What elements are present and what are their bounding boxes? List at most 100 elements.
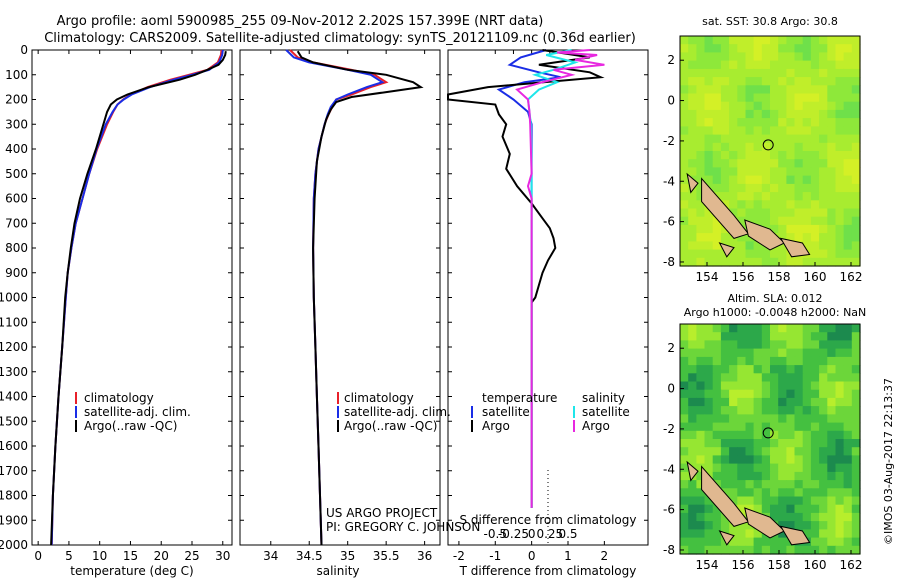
map-cell	[720, 257, 730, 267]
map-cell	[712, 134, 722, 144]
map-cell	[770, 537, 779, 547]
salinity-argo-raw-qc-line	[296, 50, 424, 546]
map-cell	[753, 77, 763, 86]
map-cell	[778, 85, 787, 95]
map-cell	[843, 373, 853, 383]
map-cell	[778, 356, 787, 366]
salinity-x-axis: 34 34.5 35 35.5 36	[263, 50, 432, 563]
map-cell	[794, 52, 804, 62]
map-cell	[851, 249, 861, 259]
map-cell	[688, 142, 697, 152]
map-cell	[745, 381, 755, 391]
map-cell	[688, 241, 697, 251]
lon-tick-label: 158	[768, 558, 791, 572]
map-cell	[688, 109, 697, 119]
map-cell	[712, 44, 722, 53]
map-cell	[802, 365, 812, 374]
map-cell	[851, 414, 861, 424]
map-cell	[761, 406, 771, 415]
temperature-x-axis: 0 5 10 15 20 25 30	[34, 50, 230, 563]
map-cell	[810, 471, 820, 481]
map-cell	[794, 397, 804, 407]
map-cell	[810, 430, 820, 440]
map-cell	[712, 68, 722, 78]
map-cell	[827, 241, 837, 251]
map-cell	[737, 142, 747, 152]
map-cell	[761, 348, 771, 358]
map-cell	[827, 365, 837, 374]
map-cell	[712, 439, 722, 448]
map-cell	[761, 389, 771, 399]
map-cell	[680, 52, 689, 62]
lon-tick-label: 160	[804, 270, 827, 284]
map-cell	[819, 241, 828, 251]
map-cell	[745, 167, 755, 177]
map-cell	[843, 545, 853, 555]
map-cell	[753, 241, 763, 251]
map-cell	[729, 422, 738, 432]
map-cell	[696, 109, 706, 119]
map-cell	[794, 68, 804, 78]
map-cell	[794, 216, 804, 226]
map-cell	[827, 430, 837, 440]
map-cell	[720, 324, 730, 333]
map-cell	[819, 356, 828, 366]
x-tick-label: 36	[417, 549, 432, 563]
map-cell	[794, 381, 804, 391]
map-cell	[704, 249, 714, 259]
map-cell	[737, 93, 747, 103]
map-cell	[819, 455, 828, 465]
map-cell	[843, 241, 853, 251]
map-cell	[835, 488, 845, 498]
map-cell	[835, 183, 845, 193]
map-cell	[761, 216, 771, 226]
depth-tick-label: 1700	[0, 464, 28, 478]
legend-satellite-label: satellite-adj. clim.	[84, 405, 191, 419]
map-cell	[761, 447, 771, 456]
map-cell	[696, 496, 706, 506]
map-cell	[770, 208, 779, 218]
map-cell	[704, 109, 714, 119]
map-cell	[729, 365, 738, 374]
map-cell	[802, 340, 812, 350]
map-cell	[835, 192, 845, 201]
map-cell	[753, 151, 763, 160]
map-cell	[794, 414, 804, 424]
map-cell	[704, 447, 714, 456]
depth-tick-label: 800	[5, 241, 28, 255]
map-cell	[720, 340, 730, 350]
map-cell	[835, 512, 845, 522]
legend-temp-argo-label: Argo	[482, 419, 510, 433]
salinity-satellite-difference-line	[526, 49, 579, 508]
map-cell	[745, 216, 755, 226]
map-cell	[778, 447, 787, 456]
map-cell	[794, 167, 804, 177]
map-cell	[786, 373, 796, 383]
map-cell	[778, 512, 787, 522]
sst-float-position-marker	[762, 139, 774, 151]
map-cell	[770, 365, 779, 374]
salinity-panel: 34 34.5 35 35.5 36 salinity climatology sate…	[239, 49, 480, 578]
map-cell	[745, 183, 755, 193]
map-cell	[704, 389, 714, 399]
map-cell	[761, 93, 771, 103]
legend-salinity-header: salinity	[582, 391, 625, 405]
map-cell	[712, 93, 722, 103]
map-cell	[810, 68, 820, 78]
map-cell	[680, 109, 689, 119]
map-cell	[827, 397, 837, 407]
map-cell	[688, 545, 697, 555]
map-cell	[745, 439, 755, 448]
map-cell	[810, 480, 820, 489]
map-cell	[810, 183, 820, 193]
map-cell	[778, 521, 787, 530]
map-cell	[761, 471, 771, 481]
map-cell	[794, 101, 804, 111]
map-cell	[778, 208, 787, 218]
map-cell	[745, 159, 755, 168]
map-cell	[810, 85, 820, 95]
map-cell	[819, 93, 828, 103]
map-cell	[778, 257, 787, 267]
map-cell	[761, 257, 771, 267]
map-cell	[712, 414, 722, 424]
